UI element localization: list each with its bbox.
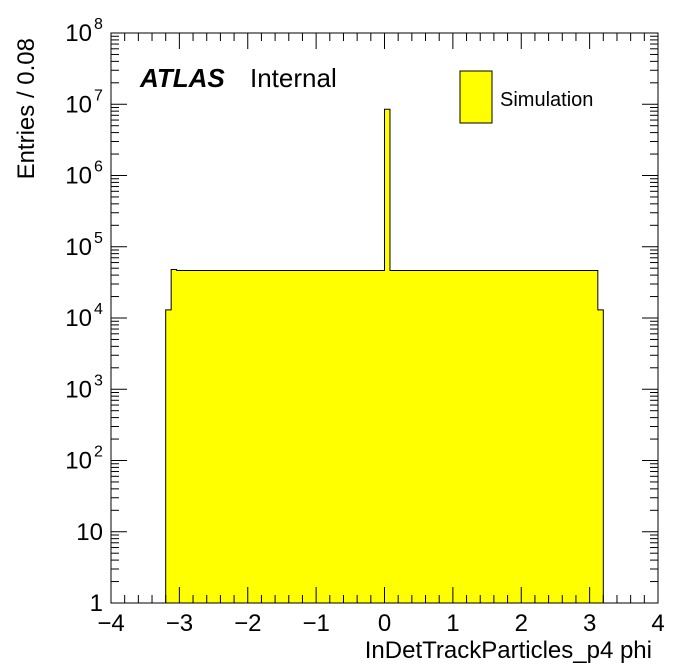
y-tick-label-exponent: 7 [94, 87, 103, 104]
x-tick-label: −2 [234, 610, 261, 637]
y-tick-label: 10 [76, 519, 103, 546]
legend-entry: Simulation [500, 89, 593, 111]
y-tick-label: 10 [65, 305, 92, 332]
x-tick-label: −4 [97, 610, 124, 637]
y-tick-label-exponent: 6 [94, 159, 103, 176]
y-tick-label: 10 [65, 376, 92, 403]
y-tick-label-exponent: 4 [94, 301, 103, 318]
histogram-layer [165, 108, 604, 604]
y-tick-label-exponent: 3 [94, 372, 103, 389]
y-tick-label: 10 [65, 448, 92, 475]
y-tick-label-exponent: 5 [94, 230, 103, 247]
y-tick-label: 10 [65, 20, 92, 47]
legend-swatch [459, 70, 493, 124]
y-tick-label: 10 [65, 234, 92, 261]
x-tick-label: −3 [166, 610, 193, 637]
x-tick-label: 3 [583, 610, 596, 637]
y-tick-label: 10 [65, 163, 92, 190]
x-axis-tick-labels: −4 −3 −2 −1 0 1 2 3 4 [97, 610, 664, 637]
x-tick-label: 2 [515, 610, 528, 637]
y-axis-ticks [111, 32, 658, 604]
x-tick-label: 0 [378, 610, 391, 637]
x-tick-label: 1 [446, 610, 459, 637]
histogram-bars [165, 108, 604, 604]
x-axis-ticks [110, 33, 659, 603]
y-tick-label: 1 [90, 590, 103, 617]
y-tick-label-exponent: 8 [94, 16, 103, 33]
atlas-internal-label: Internal [250, 63, 337, 93]
x-tick-label: −1 [302, 610, 329, 637]
y-axis-title: Entries / 0.08 [13, 38, 40, 179]
atlas-label: ATLAS [139, 63, 225, 93]
y-tick-label-exponent: 2 [94, 444, 103, 461]
x-axis-title: InDetTrackParticles_p4 phi [365, 637, 652, 664]
y-tick-label: 10 [65, 91, 92, 118]
x-tick-label: 4 [651, 610, 664, 637]
